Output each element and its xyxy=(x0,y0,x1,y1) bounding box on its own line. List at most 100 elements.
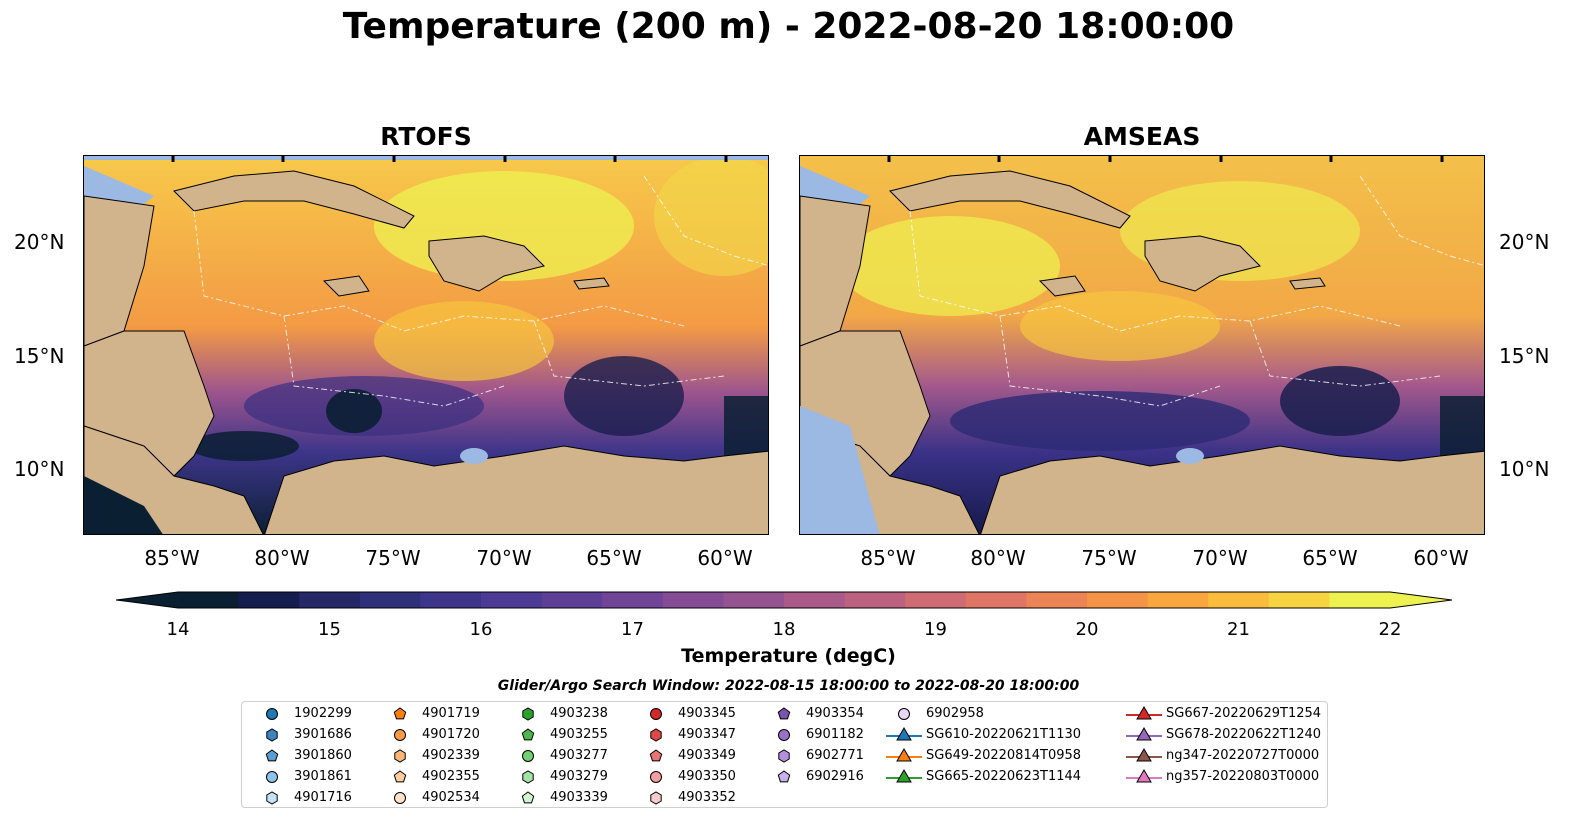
shallow-water xyxy=(84,156,768,160)
triangle-marker-icon xyxy=(1126,727,1162,741)
colorbar-tick-label: 15 xyxy=(318,619,341,640)
triangle-marker-icon xyxy=(886,769,922,783)
lat-label-10n-left: 10°N xyxy=(14,457,65,481)
colorbar-segment xyxy=(602,592,664,608)
lon-label-75w-left: 75°W xyxy=(365,546,421,570)
map-ticks xyxy=(887,156,1444,162)
warm-core xyxy=(840,216,1060,316)
colorbar-tick-label: 20 xyxy=(1075,619,1099,640)
amseas-map-canvas xyxy=(800,156,1484,534)
legend-item-label: 4903339 xyxy=(550,790,608,805)
legend-item-label: 4903279 xyxy=(550,769,608,784)
legend-item-label: 4903347 xyxy=(678,727,736,742)
colorbar-segment xyxy=(965,592,1027,608)
cuba-land xyxy=(173,170,415,229)
rtofs-map-canvas xyxy=(84,156,768,534)
colorbar-segment xyxy=(844,592,906,608)
colorbar-segment xyxy=(541,592,603,608)
circle-marker-icon xyxy=(522,750,534,762)
triangle-marker-icon xyxy=(886,748,922,762)
legend-item-label: SG678-20220622T1240 xyxy=(1166,727,1322,742)
yucatan-land xyxy=(84,195,155,347)
pentagon-marker-icon xyxy=(393,770,407,783)
legend-item-label: 4903350 xyxy=(678,769,736,784)
colorbar-tick-label: 22 xyxy=(1378,619,1402,640)
circle-marker-icon xyxy=(394,792,406,804)
warm-core xyxy=(1020,291,1220,361)
colorbar-tick-label: 16 xyxy=(469,619,493,640)
colorbar-segment xyxy=(420,592,482,608)
legend-item-label: 4901720 xyxy=(422,727,480,742)
triangle-marker-icon xyxy=(1126,769,1162,783)
legend-item-label: ng347-20220727T0000 xyxy=(1166,748,1320,763)
circle-marker-icon xyxy=(650,708,662,720)
puerto-rico-land xyxy=(573,277,610,290)
hexagon-marker-icon xyxy=(522,707,534,721)
colorbar-segment xyxy=(723,592,785,608)
panel-title-rtofs: RTOFS xyxy=(380,122,472,151)
cold-eddy xyxy=(189,431,299,461)
lake-maracaibo xyxy=(1176,448,1204,464)
pentagon-marker-icon xyxy=(265,749,279,762)
lake-maracaibo xyxy=(460,448,488,464)
lon-label-60w-left: 60°W xyxy=(697,546,753,570)
lat-label-10n-right: 10°N xyxy=(1499,457,1550,481)
legend-item-label: ng357-20220803T0000 xyxy=(1166,769,1320,784)
pentagon-marker-icon xyxy=(777,770,791,783)
colorbar-segment xyxy=(481,592,543,608)
colorbar-tick-label: 18 xyxy=(772,619,796,640)
circle-marker-icon xyxy=(394,729,406,741)
legend-item-label: 4903352 xyxy=(678,790,736,805)
cold-eddy xyxy=(1280,366,1400,436)
pentagon-marker-icon xyxy=(777,707,791,720)
hexagon-marker-icon xyxy=(650,728,662,742)
pacific-water xyxy=(84,476,163,534)
legend-item-label: 4903354 xyxy=(806,706,864,721)
hexagon-marker-icon xyxy=(778,749,790,763)
hispaniola-land xyxy=(428,235,545,292)
lon-label-70w-right: 70°W xyxy=(1192,546,1248,570)
south-america-land xyxy=(264,445,768,534)
warm-core xyxy=(654,156,768,276)
lat-label-20n-left: 20°N xyxy=(14,230,65,254)
lon-label-75w-right: 75°W xyxy=(1081,546,1137,570)
eez-boundaries xyxy=(193,175,768,407)
yucatan-land xyxy=(800,195,871,347)
cold-core xyxy=(950,391,1250,451)
legend-item-label: 3901686 xyxy=(294,727,352,742)
colorbar-segment xyxy=(299,592,361,608)
colorbar-segment xyxy=(1026,592,1088,608)
legend-item-label: 6902958 xyxy=(926,706,984,721)
circle-marker-icon xyxy=(778,729,790,741)
figure-title: Temperature (200 m) - 2022-08-20 18:00:0… xyxy=(342,6,1235,47)
legend-item-label: 4903349 xyxy=(678,748,736,763)
lon-label-85w-right: 85°W xyxy=(860,546,916,570)
legend-item-label: 3901861 xyxy=(294,769,352,784)
triangle-marker-icon xyxy=(886,727,922,741)
hexagon-marker-icon xyxy=(266,791,278,805)
lat-label-15n-left: 15°N xyxy=(14,344,65,368)
colorbar-tick-label: 19 xyxy=(924,619,947,640)
lon-label-80w-right: 80°W xyxy=(970,546,1026,570)
puerto-rico-land xyxy=(1289,277,1326,290)
hexagon-marker-icon xyxy=(394,749,406,763)
legend-item-label: 4903238 xyxy=(550,706,608,721)
lat-label-20n-right: 20°N xyxy=(1499,230,1550,254)
pentagon-marker-icon xyxy=(521,728,535,741)
pentagon-marker-icon xyxy=(393,707,407,720)
circle-marker-icon xyxy=(898,708,910,720)
colorbar-segment xyxy=(238,592,300,608)
legend-item-label: 4902534 xyxy=(422,790,480,805)
colorbar-outline xyxy=(116,591,1452,609)
search-window-title: Glider/Argo Search Window: 2022-08-15 18… xyxy=(497,678,1080,694)
colorbar-segment xyxy=(1268,592,1330,608)
colorbar-segment xyxy=(1208,592,1270,608)
legend-item-label: 1902299 xyxy=(294,706,352,721)
lon-label-70w-left: 70°W xyxy=(476,546,532,570)
legend: 1902299 3901686 3901860 3901861 4901716 49017… xyxy=(241,701,1328,808)
legend-item-label: 4903345 xyxy=(678,706,736,721)
colorbar-label: Temperature (degC) xyxy=(681,645,896,667)
lon-label-60w-right: 60°W xyxy=(1413,546,1469,570)
lon-label-85w-left: 85°W xyxy=(144,546,200,570)
legend-item-label: 4901716 xyxy=(294,790,352,805)
